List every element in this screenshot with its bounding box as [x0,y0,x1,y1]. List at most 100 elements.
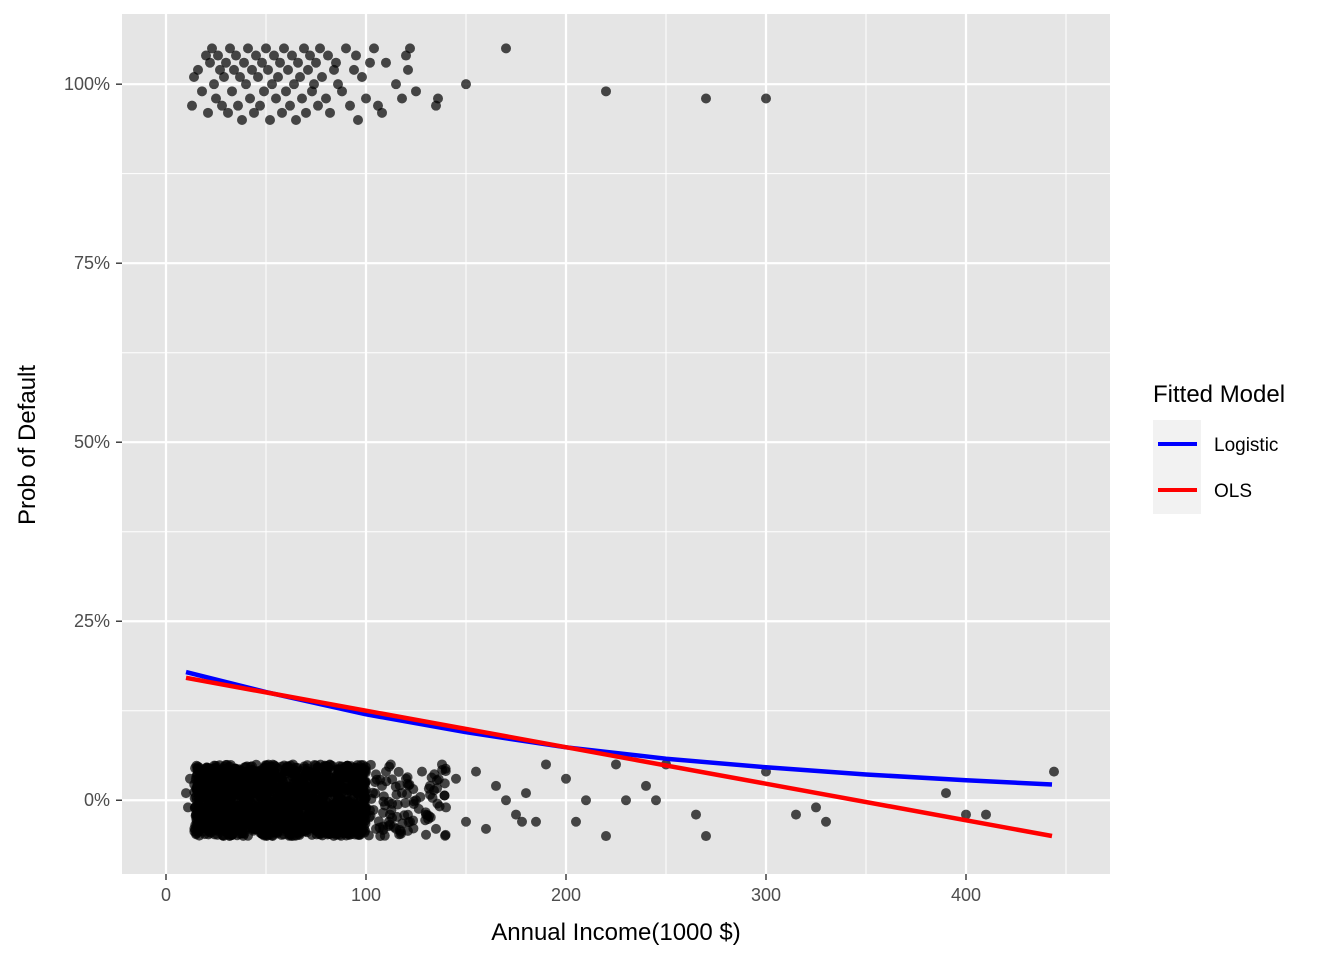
x-axis: 0 100 200 300 400 [161,874,981,905]
data-point [437,759,447,770]
data-point [313,779,324,790]
data-point [213,50,223,61]
data-point [205,57,215,68]
data-point [321,793,332,804]
data-point [317,805,328,816]
data-point [365,57,375,68]
data-point [761,93,771,104]
data-point [821,816,831,827]
data-point [441,802,451,813]
data-point [393,766,404,777]
data-point [621,795,631,806]
scatter-points [181,43,1059,842]
data-point [225,43,235,54]
data-point [291,114,301,125]
data-point [353,114,363,125]
data-point [344,795,355,806]
data-point [210,783,221,794]
grid-minor [122,14,1110,874]
data-point [961,809,971,820]
data-point [561,773,571,784]
data-point [244,771,255,782]
data-point [297,93,307,104]
data-point [701,93,711,104]
data-point [299,43,309,54]
data-point [237,114,247,125]
data-point [267,79,277,90]
data-point [323,50,333,61]
data-point [200,808,211,819]
legend: Fitted Model Logistic OLS [1153,381,1285,514]
data-point [243,43,253,54]
data-point [309,79,319,90]
data-point [390,781,401,792]
data-point [521,788,531,799]
data-point [342,824,353,835]
data-point [271,93,281,104]
data-point [451,773,461,784]
data-point [291,818,302,829]
data-point [201,762,212,773]
data-point [261,786,272,797]
data-point [259,86,269,97]
data-point [431,823,441,834]
data-point [315,759,326,770]
data-point [325,107,335,118]
data-point [290,765,301,776]
data-point [327,801,338,812]
data-point [251,50,261,61]
data-point [641,780,651,791]
data-point [355,829,366,840]
data-point [263,64,273,75]
data-point [401,773,411,784]
data-point [183,802,193,813]
x-tick-label: 300 [751,885,781,905]
data-point [471,766,481,777]
data-point [601,86,611,97]
data-point [333,825,344,836]
data-point [377,107,387,118]
data-point [311,57,321,68]
data-point [421,809,431,820]
data-point [371,823,381,834]
data-point [351,50,361,61]
data-point [352,784,363,795]
data-point [189,793,200,804]
data-point [385,809,395,820]
data-point [229,64,239,75]
data-point [302,766,313,777]
data-point [269,50,279,61]
x-tick-label: 100 [351,885,381,905]
legend-label-logistic: Logistic [1214,435,1278,456]
data-point [379,830,390,841]
data-point [277,107,287,118]
data-point [361,93,371,104]
data-point [461,816,471,827]
data-point [305,50,315,61]
data-point [236,790,247,801]
data-point [281,789,291,800]
x-tick-label: 0 [161,885,171,905]
data-point [541,759,551,770]
y-tick-label: 50% [74,432,110,452]
data-point [194,783,205,794]
data-point [301,107,311,118]
data-point [335,770,346,781]
y-axis-title: Prob of Default [14,365,41,525]
data-point [337,86,347,97]
data-point [481,823,491,834]
data-point [224,767,235,778]
data-point [299,825,310,836]
data-point [241,79,251,90]
data-point [491,780,501,791]
grid-major [122,14,1110,874]
data-point [791,809,801,820]
data-point [211,93,221,104]
data-point [281,86,291,97]
legend-label-ols: OLS [1214,481,1252,502]
data-point [365,759,376,770]
data-point [354,774,365,785]
data-point [691,809,701,820]
series-line-ols [185,675,1053,839]
